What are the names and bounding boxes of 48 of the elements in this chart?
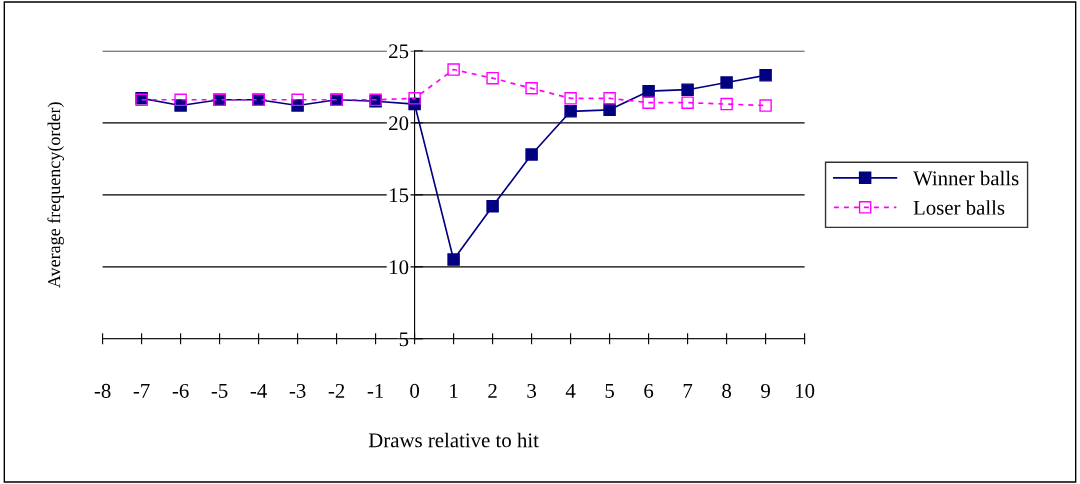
- point: [681, 96, 694, 109]
- x-tick-label: 6: [644, 383, 654, 398]
- x-tick-label: 9: [761, 383, 770, 398]
- x-tick-label: -8: [94, 383, 111, 398]
- x-tick-label: 2: [488, 383, 497, 398]
- point: [720, 97, 733, 111]
- point: [720, 76, 733, 89]
- point: [525, 82, 538, 95]
- point: [759, 99, 772, 112]
- x-tick-label: -1: [367, 383, 384, 398]
- point: [408, 92, 421, 105]
- point: [603, 92, 616, 105]
- point: [681, 83, 694, 96]
- point: [759, 69, 772, 82]
- point: [291, 93, 304, 107]
- x-tick-label: 4: [565, 383, 576, 398]
- y-tick-label: 10: [390, 260, 409, 275]
- y-tick-label: 25: [389, 44, 409, 59]
- point: [447, 63, 460, 76]
- x-tick-label: 5: [605, 384, 614, 398]
- x-tick-label: -7: [133, 384, 150, 398]
- x-tick-label: -2: [328, 383, 345, 398]
- legend-label: Winner balls: [913, 170, 1019, 186]
- point: [642, 96, 655, 109]
- point: [642, 84, 655, 98]
- x-tick-label: 8: [722, 383, 732, 398]
- point: [603, 103, 616, 117]
- x-tick-label: 0: [410, 383, 420, 398]
- y-tick-label: 20: [389, 116, 409, 131]
- point: [564, 105, 577, 118]
- x-tick-label: 10: [796, 383, 815, 398]
- x-tick-label: 1: [450, 383, 458, 398]
- x-tick-label: -6: [172, 383, 189, 398]
- x-tick-label: -5: [211, 384, 228, 398]
- point: [486, 200, 499, 213]
- point: [564, 92, 577, 105]
- y-axis-title: Average frequency(order): [47, 102, 64, 288]
- y-tick-label: 15: [390, 188, 409, 203]
- point: [174, 93, 187, 107]
- point: [486, 71, 499, 85]
- x-tick-label: -4: [250, 383, 267, 398]
- point: [525, 148, 538, 161]
- x-tick-label: -3: [289, 383, 306, 398]
- x-axis-title: Draws relative to hit: [368, 432, 539, 448]
- legend-label: Loser balls: [913, 200, 1005, 215]
- x-tick-label: 7: [683, 384, 693, 398]
- point: [447, 253, 460, 266]
- x-tick-label: 3: [527, 383, 536, 398]
